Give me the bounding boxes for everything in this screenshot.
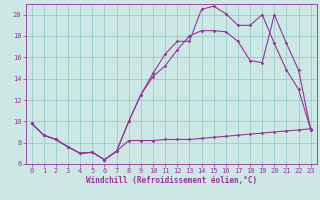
X-axis label: Windchill (Refroidissement éolien,°C): Windchill (Refroidissement éolien,°C) xyxy=(86,176,257,185)
